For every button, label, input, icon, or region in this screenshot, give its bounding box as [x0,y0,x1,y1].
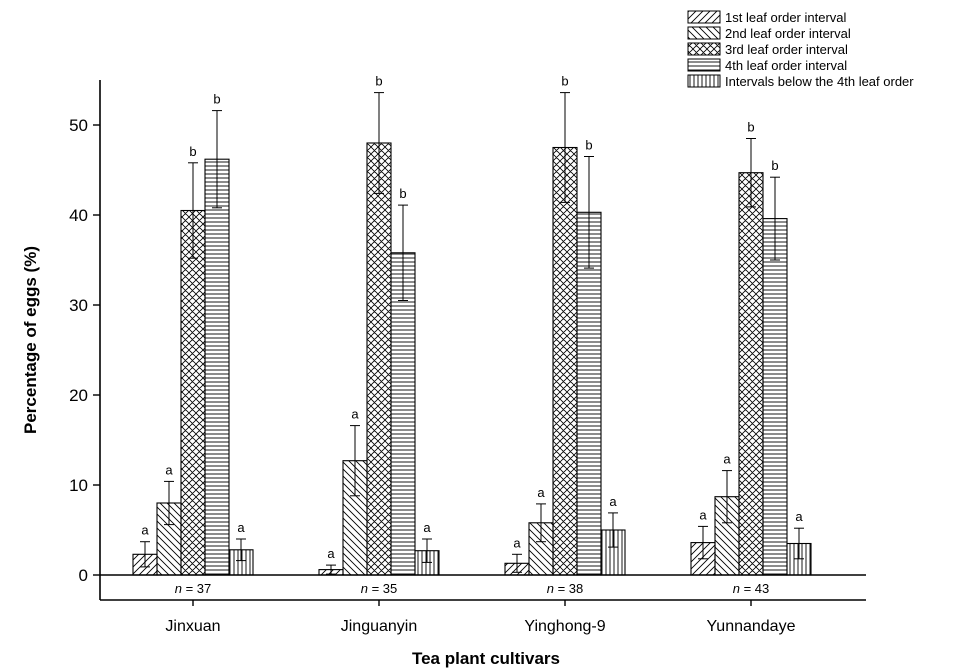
legend-label: Intervals below the 4th leaf order [725,74,914,89]
significance-letter: a [351,407,359,422]
significance-letter: a [423,520,431,535]
bar [204,158,230,576]
significance-letter: a [165,462,173,477]
legend-label: 4th leaf order interval [725,58,847,73]
significance-letter: a [609,494,617,509]
significance-letter: a [723,452,731,467]
significance-letter: a [513,535,521,550]
significance-letter: a [537,485,545,500]
y-tick-label: 20 [69,386,88,405]
legend-label: 2nd leaf order interval [725,26,851,41]
y-tick-label: 30 [69,296,88,315]
sample-size-label: n = 37 [175,581,212,596]
legend-swatch [687,10,721,24]
bar [390,252,416,576]
y-tick-label: 50 [69,116,88,135]
legend-label: 1st leaf order interval [725,10,847,25]
significance-letter: b [585,138,592,153]
x-axis-title: Tea plant cultivars [412,649,560,668]
significance-letter: a [699,507,707,522]
significance-letter: b [213,92,220,107]
legend-label: 3rd leaf order interval [725,42,848,57]
bar [738,172,764,576]
legend-swatch [687,74,721,88]
significance-letter: b [375,74,382,89]
y-axis-title: Percentage of eggs (%) [21,246,40,434]
sample-size-label: n = 43 [733,581,770,596]
significance-letter: a [327,546,335,561]
bar [366,142,392,576]
bar [180,209,206,576]
y-tick-label: 10 [69,476,88,495]
bar [552,146,578,576]
significance-letter: a [141,523,149,538]
category-label: Yunnandaye [707,618,796,635]
category-label: Jinguanyin [341,618,418,635]
significance-letter: b [747,120,754,135]
legend-swatch [687,58,721,72]
sample-size-label: n = 35 [361,581,398,596]
legend-swatch [687,26,721,40]
y-axis-ticks: 0 10 20 30 40 50 [69,116,100,585]
y-tick-label: 40 [69,206,88,225]
category-labels: Jinxuan Jinguanyin Yinghong-9 Yunnandaye [165,600,796,635]
significance-letter: b [399,186,406,201]
bar [762,218,788,576]
y-tick-label: 0 [79,566,88,585]
significance-letter: a [795,509,803,524]
sample-size-labels: n = 37 n = 35 n = 38 n = 43 [175,581,770,596]
significance-letter: b [561,74,568,89]
significance-letter: b [189,144,196,159]
category-label: Jinxuan [165,618,220,635]
legend-swatch [687,42,721,56]
category-label: Yinghong-9 [524,618,605,635]
significance-letter: b [771,158,778,173]
significance-letter: a [237,520,245,535]
sample-size-label: n = 38 [547,581,584,596]
